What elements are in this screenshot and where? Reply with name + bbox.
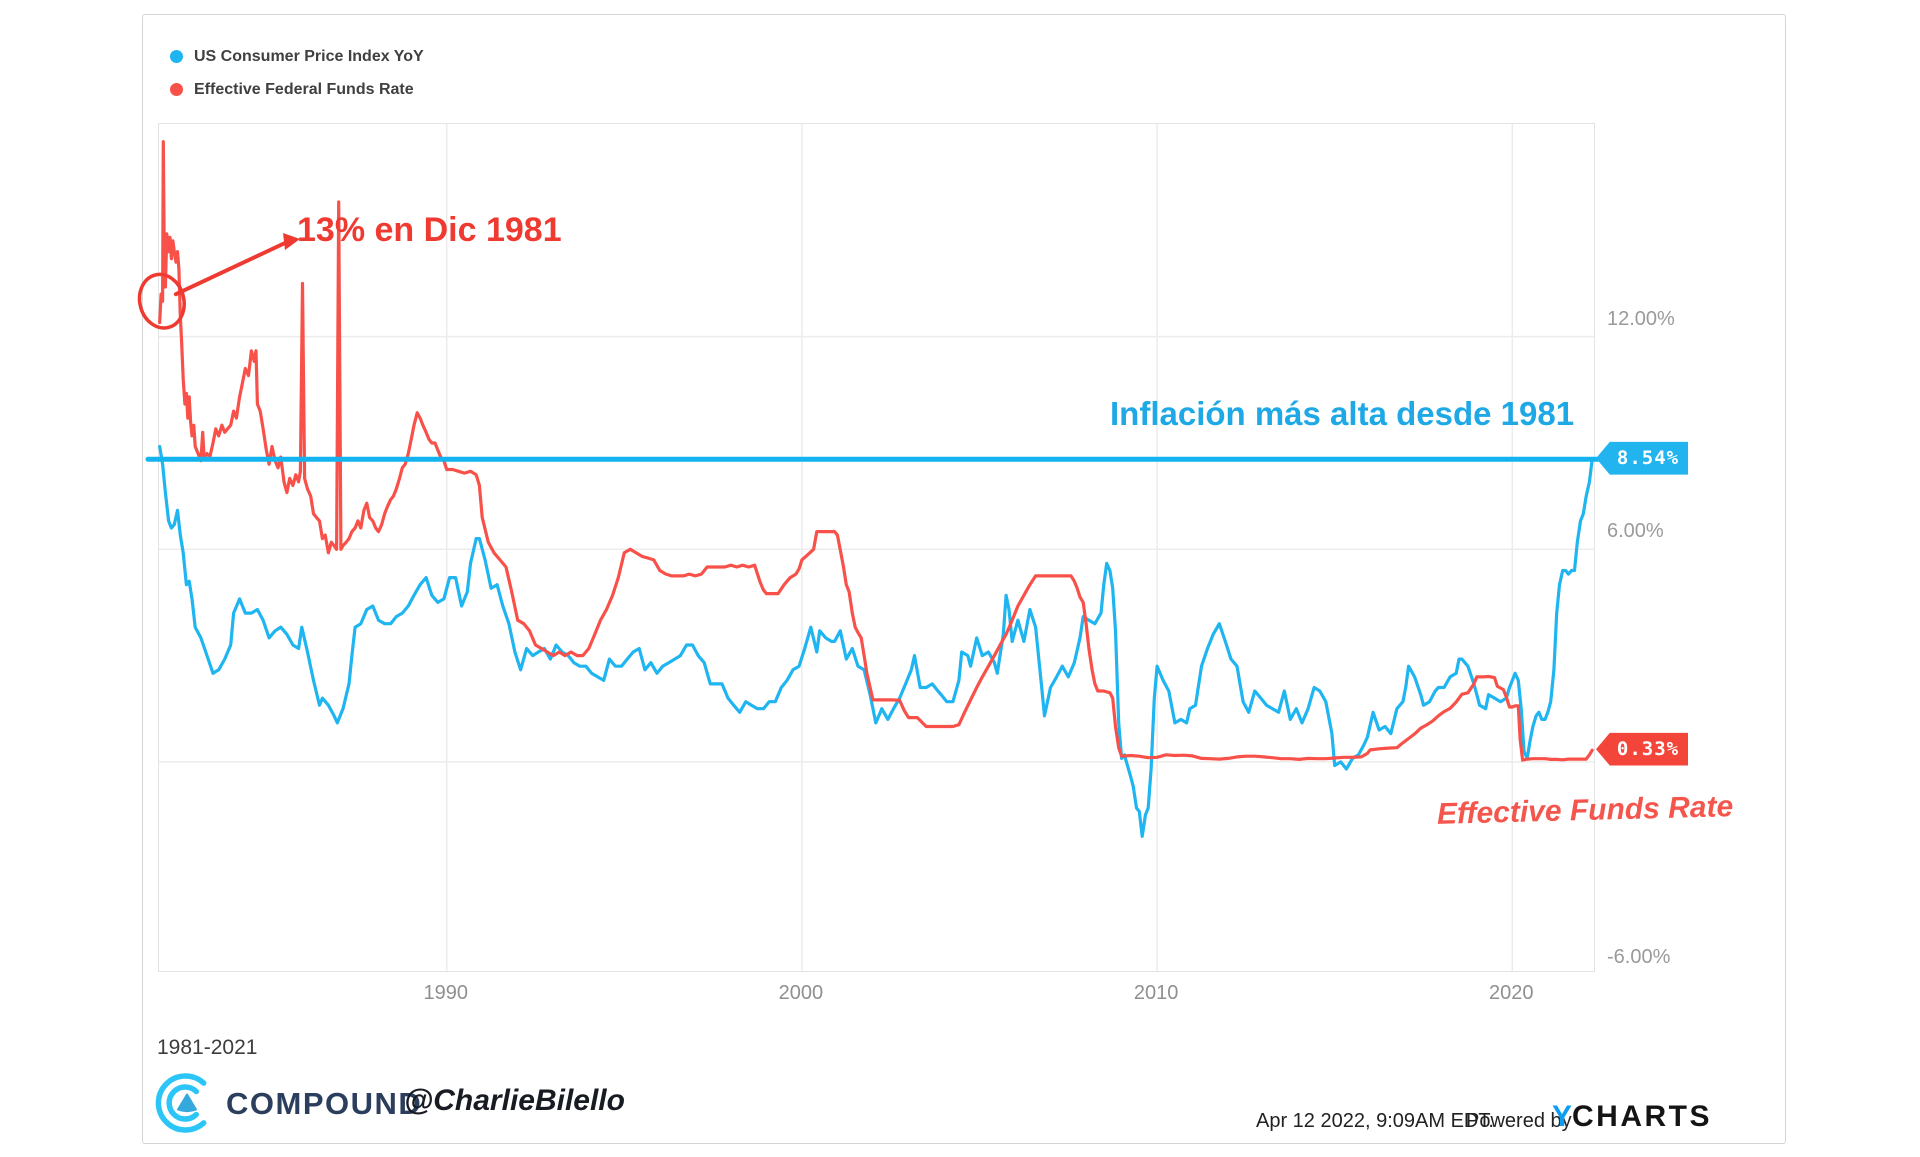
legend-item-cpi[interactable]: US Consumer Price Index YoY: [170, 40, 424, 73]
timestamp: Apr 12 2022, 9:09AM EDT.: [1256, 1110, 1494, 1132]
legend: US Consumer Price Index YoY Effective Fe…: [170, 40, 424, 106]
legend-label-cpi: US Consumer Price Index YoY: [194, 47, 424, 65]
x-axis-label-1990: 1990: [423, 982, 468, 1004]
red-callout-text: 13% en Dic 1981: [297, 211, 562, 249]
blue-callout-text: Inflación más alta desde 1981: [1110, 395, 1575, 432]
legend-label-ffr: Effective Federal Funds Rate: [194, 80, 414, 98]
y-axis-label-neg6: -6.00%: [1607, 945, 1671, 968]
pointer-arrowhead: [283, 233, 300, 250]
date-range-label: 1981-2021: [157, 1036, 258, 1059]
cpi-legend-dot-icon: [170, 50, 183, 63]
compound-brand-text: COMPOUND: [226, 1086, 423, 1121]
ycharts-logo: YCHARTS: [1552, 1100, 1712, 1134]
cpi-value-badge: 8.54%: [1596, 441, 1688, 475]
plot-area[interactable]: [137, 123, 1603, 972]
chart-canvas: [137, 124, 1603, 971]
x-axis-label-2000: 2000: [778, 982, 824, 1004]
pointer-line: [173, 241, 287, 297]
y-axis-label-12: 12.00%: [1607, 307, 1675, 330]
ffr-value-badge: 0.33%: [1596, 732, 1688, 766]
powered-by-label: Powered by: [1466, 1110, 1572, 1132]
cpi-line: [158, 444, 1594, 838]
x-axis-label-2020: 2020: [1489, 982, 1534, 1004]
compound-logo-icon: [155, 1071, 219, 1140]
circle-annotation: [137, 272, 186, 330]
x-axis-label-2010: 2010: [1133, 982, 1179, 1004]
ffr-legend-dot-icon: [170, 83, 183, 96]
ycharts-wordmark: CHARTS: [1572, 1100, 1713, 1133]
y-axis-label-6: 6.00%: [1607, 520, 1664, 543]
legend-item-ffr[interactable]: Effective Federal Funds Rate: [170, 73, 424, 106]
twitter-handle[interactable]: @CharlieBilello: [404, 1084, 625, 1117]
ycharts-y-icon: Y: [1552, 1100, 1573, 1133]
